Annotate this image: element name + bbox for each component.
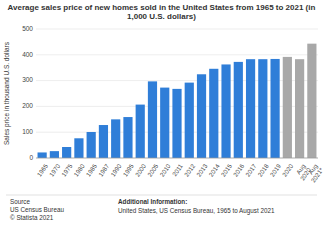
text-line: 2021* — [309, 166, 323, 184]
x-tick-label: 2012 — [182, 162, 196, 178]
x-tick-label: 2019 — [268, 162, 282, 178]
bar — [209, 69, 218, 158]
chart: Average sales price of new homes sold in… — [0, 0, 323, 240]
text-line: 2017 — [244, 162, 258, 178]
x-tick-label: 1975 — [60, 162, 74, 178]
x-axis-line — [36, 158, 318, 159]
bar — [38, 152, 47, 158]
bar — [99, 125, 108, 158]
y-tick-label: 400 — [22, 51, 33, 58]
text-line: 1990 — [109, 162, 123, 178]
text-line: 2018 — [256, 162, 270, 178]
x-tick-label: 2010 — [158, 162, 172, 178]
y-tick-label: 500 — [22, 25, 33, 32]
text-line: 2010 — [158, 162, 172, 178]
x-tick-label: 1970 — [48, 162, 62, 178]
bar — [270, 59, 279, 158]
text-line: 2020 — [280, 162, 294, 178]
text-line: 1,000 U.S. dollars) — [127, 12, 196, 21]
text-line: 2005 — [146, 162, 160, 178]
annotation: United States, US Census Bureau, 1965 to… — [118, 207, 275, 215]
text-line: 1995 — [121, 162, 135, 178]
bar — [258, 59, 267, 158]
x-tick-label: 2011 — [170, 162, 184, 177]
bar — [160, 88, 169, 158]
text-line: 2019 — [268, 162, 282, 178]
x-tick-label: 2015 — [219, 162, 233, 178]
x-tick-label: 2017 — [244, 162, 258, 178]
text-line: 1980 — [72, 162, 86, 178]
text-line: 2000 — [133, 162, 147, 178]
bar — [172, 89, 181, 158]
bars — [38, 44, 317, 158]
bar — [123, 117, 132, 158]
bar — [295, 59, 304, 158]
bar — [234, 62, 243, 158]
bar — [307, 44, 316, 158]
text-line: 2011 — [170, 162, 184, 177]
annotation: Additional Information: — [118, 198, 187, 205]
x-tick-label: 2018 — [256, 162, 270, 178]
title: Average sales price of new homes sold in… — [8, 3, 316, 21]
bar — [136, 105, 145, 158]
bar — [148, 81, 157, 158]
text-line: 1965 — [35, 162, 49, 178]
divider — [6, 195, 317, 196]
bar — [87, 132, 96, 158]
x-tick-label: 1965 — [35, 162, 49, 178]
text-line: US Census Bureau — [10, 206, 64, 213]
text-line: 2015 — [219, 162, 233, 178]
x-tick-label: 1995 — [121, 162, 135, 178]
text-line: 2013 — [195, 162, 209, 178]
x-tick-label: 1987 — [97, 162, 111, 178]
x-tick-label: 2016 — [231, 162, 245, 178]
bar — [221, 64, 230, 158]
bar — [246, 59, 255, 158]
text-line: © Statista 2021 — [10, 214, 54, 221]
x-tick-label: 2020 — [280, 162, 294, 178]
y-tick-label: 200 — [22, 102, 33, 109]
bar — [62, 147, 71, 158]
x-tick-label: 1990 — [109, 162, 123, 178]
text-line: Source — [10, 198, 30, 205]
text-line: 1985 — [84, 162, 98, 178]
text-line: 1987 — [97, 162, 111, 178]
x-tick-label: 2013 — [195, 162, 209, 178]
y-tick-label: 0 — [29, 154, 33, 161]
text-line: 2012 — [182, 162, 196, 178]
x-tick-label: 1985 — [84, 162, 98, 178]
grid-line — [36, 158, 318, 159]
text-line: 1970 — [48, 162, 62, 178]
x-tick-label: 2005 — [146, 162, 160, 178]
bar — [50, 151, 59, 158]
grid — [36, 29, 318, 158]
text-line: 2016 — [231, 162, 245, 178]
bar — [197, 74, 206, 158]
bar — [185, 83, 194, 158]
text-line: 1975 — [60, 162, 74, 178]
text-line: 2014 — [207, 162, 221, 178]
grid-line — [36, 54, 318, 55]
text-line: Average sales price of new homes sold in… — [8, 3, 316, 12]
x-tick-label: 2000 — [133, 162, 147, 178]
y-axis-label: Sales price in thousand U.S. dollars — [3, 41, 11, 145]
grid-line — [36, 29, 318, 30]
bar — [111, 119, 120, 158]
source: SourceUS Census Bureau© Statista 2021 — [10, 198, 64, 221]
x-tick-label: Aug2021* — [304, 162, 323, 184]
y-tick-label: 300 — [22, 76, 33, 83]
x-tick-label: 2014 — [207, 162, 221, 178]
bar — [74, 138, 83, 158]
bar — [283, 57, 292, 158]
y-tick-label: 100 — [22, 128, 33, 135]
x-tick-label: 1980 — [72, 162, 86, 178]
